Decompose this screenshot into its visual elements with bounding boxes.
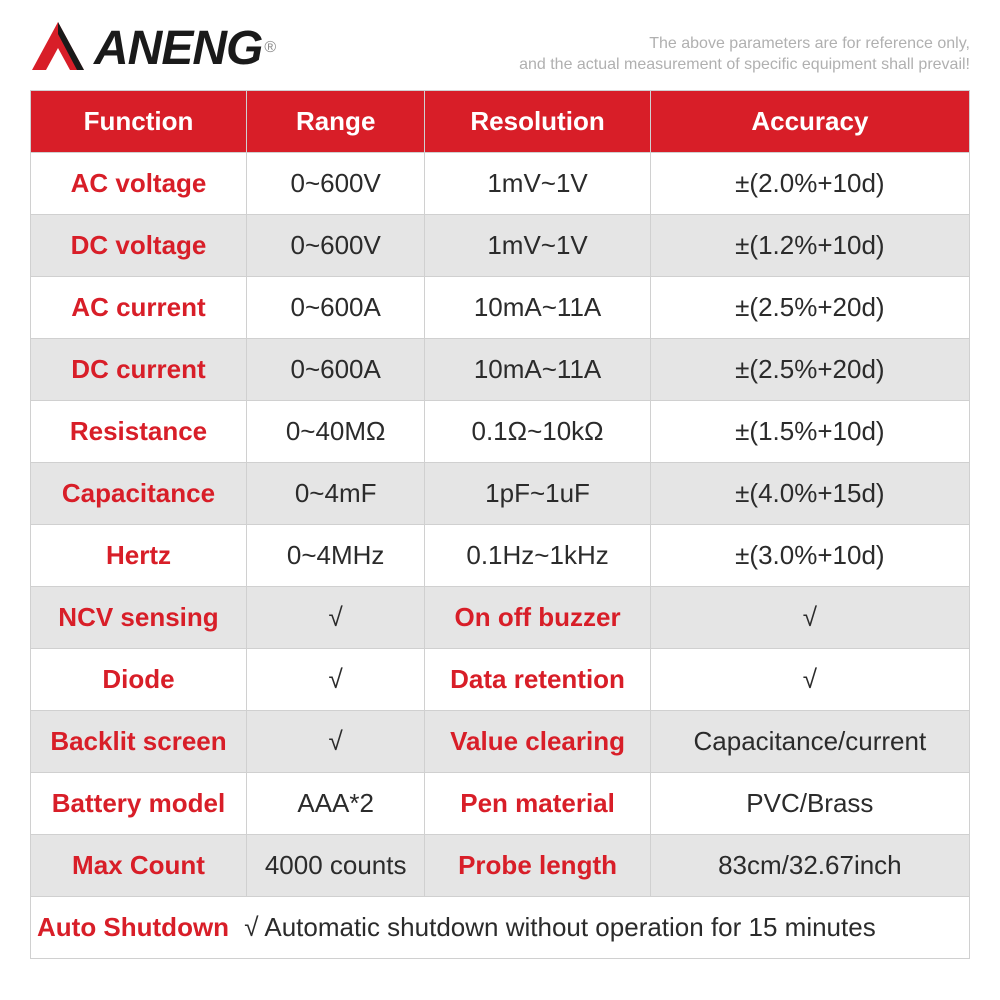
range-cell: 0~600A (246, 339, 424, 401)
range-cell: 0~4MHz (246, 525, 424, 587)
auto-shutdown-label: Auto Shutdown (37, 912, 229, 942)
fn-label: On off buzzer (425, 587, 650, 649)
res-cell: 1mV~1V (425, 215, 650, 277)
table-row: Capacitance 0~4mF 1pF~1uF ±(4.0%+15d) (31, 463, 970, 525)
auto-shutdown-value: √ Automatic shutdown without operation f… (244, 912, 875, 942)
range-cell: 0~600V (246, 153, 424, 215)
fn-label: AC voltage (31, 153, 247, 215)
brand-logo: ANENG ® (30, 20, 276, 76)
res-cell: 10mA~11A (425, 339, 650, 401)
acc-cell: ±(1.5%+10d) (650, 401, 969, 463)
table-row: DC current 0~600A 10mA~11A ±(2.5%+20d) (31, 339, 970, 401)
value-cell: 4000 counts (246, 835, 424, 897)
table-footer-row: Auto Shutdown √ Automatic shutdown witho… (31, 897, 970, 959)
auto-shutdown-cell: Auto Shutdown √ Automatic shutdown witho… (31, 897, 970, 959)
value-cell: AAA*2 (246, 773, 424, 835)
fn-label: Max Count (31, 835, 247, 897)
range-cell: 0~600V (246, 215, 424, 277)
header: ANENG ® The above parameters are for ref… (30, 20, 970, 76)
value-cell: √ (650, 649, 969, 711)
table-row: Diode √ Data retention √ (31, 649, 970, 711)
spec-sheet: ANENG ® The above parameters are for ref… (0, 0, 1000, 1000)
range-cell: 0~600A (246, 277, 424, 339)
range-cell: 0~40MΩ (246, 401, 424, 463)
fn-label: Value clearing (425, 711, 650, 773)
value-cell: √ (246, 649, 424, 711)
brand-name: ANENG (94, 21, 262, 76)
table-row: Max Count 4000 counts Probe length 83cm/… (31, 835, 970, 897)
fn-label: Diode (31, 649, 247, 711)
fn-label: Capacitance (31, 463, 247, 525)
table-row: NCV sensing √ On off buzzer √ (31, 587, 970, 649)
fn-label: Data retention (425, 649, 650, 711)
disclaimer: The above parameters are for reference o… (519, 33, 970, 76)
table-row: Backlit screen √ Value clearing Capacita… (31, 711, 970, 773)
acc-cell: ±(3.0%+10d) (650, 525, 969, 587)
fn-label: Hertz (31, 525, 247, 587)
spec-table: Function Range Resolution Accuracy AC vo… (30, 90, 970, 959)
fn-label: Backlit screen (31, 711, 247, 773)
res-cell: 0.1Ω~10kΩ (425, 401, 650, 463)
value-cell: √ (246, 587, 424, 649)
table-row: AC voltage 0~600V 1mV~1V ±(2.0%+10d) (31, 153, 970, 215)
acc-cell: ±(2.0%+10d) (650, 153, 969, 215)
fn-label: Resistance (31, 401, 247, 463)
col-resolution: Resolution (425, 91, 650, 153)
value-cell: Capacitance/current (650, 711, 969, 773)
acc-cell: ±(2.5%+20d) (650, 277, 969, 339)
brand-registered: ® (264, 39, 276, 57)
col-accuracy: Accuracy (650, 91, 969, 153)
acc-cell: ±(1.2%+10d) (650, 215, 969, 277)
fn-label: DC voltage (31, 215, 247, 277)
col-function: Function (31, 91, 247, 153)
value-cell: √ (246, 711, 424, 773)
fn-label: AC current (31, 277, 247, 339)
disclaimer-line-2: and the actual measurement of specific e… (519, 54, 970, 76)
acc-cell: ±(2.5%+20d) (650, 339, 969, 401)
range-cell: 0~4mF (246, 463, 424, 525)
fn-label: DC current (31, 339, 247, 401)
fn-label: Battery model (31, 773, 247, 835)
fn-label: Probe length (425, 835, 650, 897)
disclaimer-line-1: The above parameters are for reference o… (519, 33, 970, 55)
brand-mark-icon (30, 20, 86, 76)
res-cell: 10mA~11A (425, 277, 650, 339)
table-row: Battery model AAA*2 Pen material PVC/Bra… (31, 773, 970, 835)
col-range: Range (246, 91, 424, 153)
value-cell: √ (650, 587, 969, 649)
table-row: Resistance 0~40MΩ 0.1Ω~10kΩ ±(1.5%+10d) (31, 401, 970, 463)
table-row: Hertz 0~4MHz 0.1Hz~1kHz ±(3.0%+10d) (31, 525, 970, 587)
value-cell: 83cm/32.67inch (650, 835, 969, 897)
table-header-row: Function Range Resolution Accuracy (31, 91, 970, 153)
acc-cell: ±(4.0%+15d) (650, 463, 969, 525)
table-row: DC voltage 0~600V 1mV~1V ±(1.2%+10d) (31, 215, 970, 277)
fn-label: NCV sensing (31, 587, 247, 649)
res-cell: 1mV~1V (425, 153, 650, 215)
res-cell: 0.1Hz~1kHz (425, 525, 650, 587)
value-cell: PVC/Brass (650, 773, 969, 835)
res-cell: 1pF~1uF (425, 463, 650, 525)
fn-label: Pen material (425, 773, 650, 835)
table-row: AC current 0~600A 10mA~11A ±(2.5%+20d) (31, 277, 970, 339)
